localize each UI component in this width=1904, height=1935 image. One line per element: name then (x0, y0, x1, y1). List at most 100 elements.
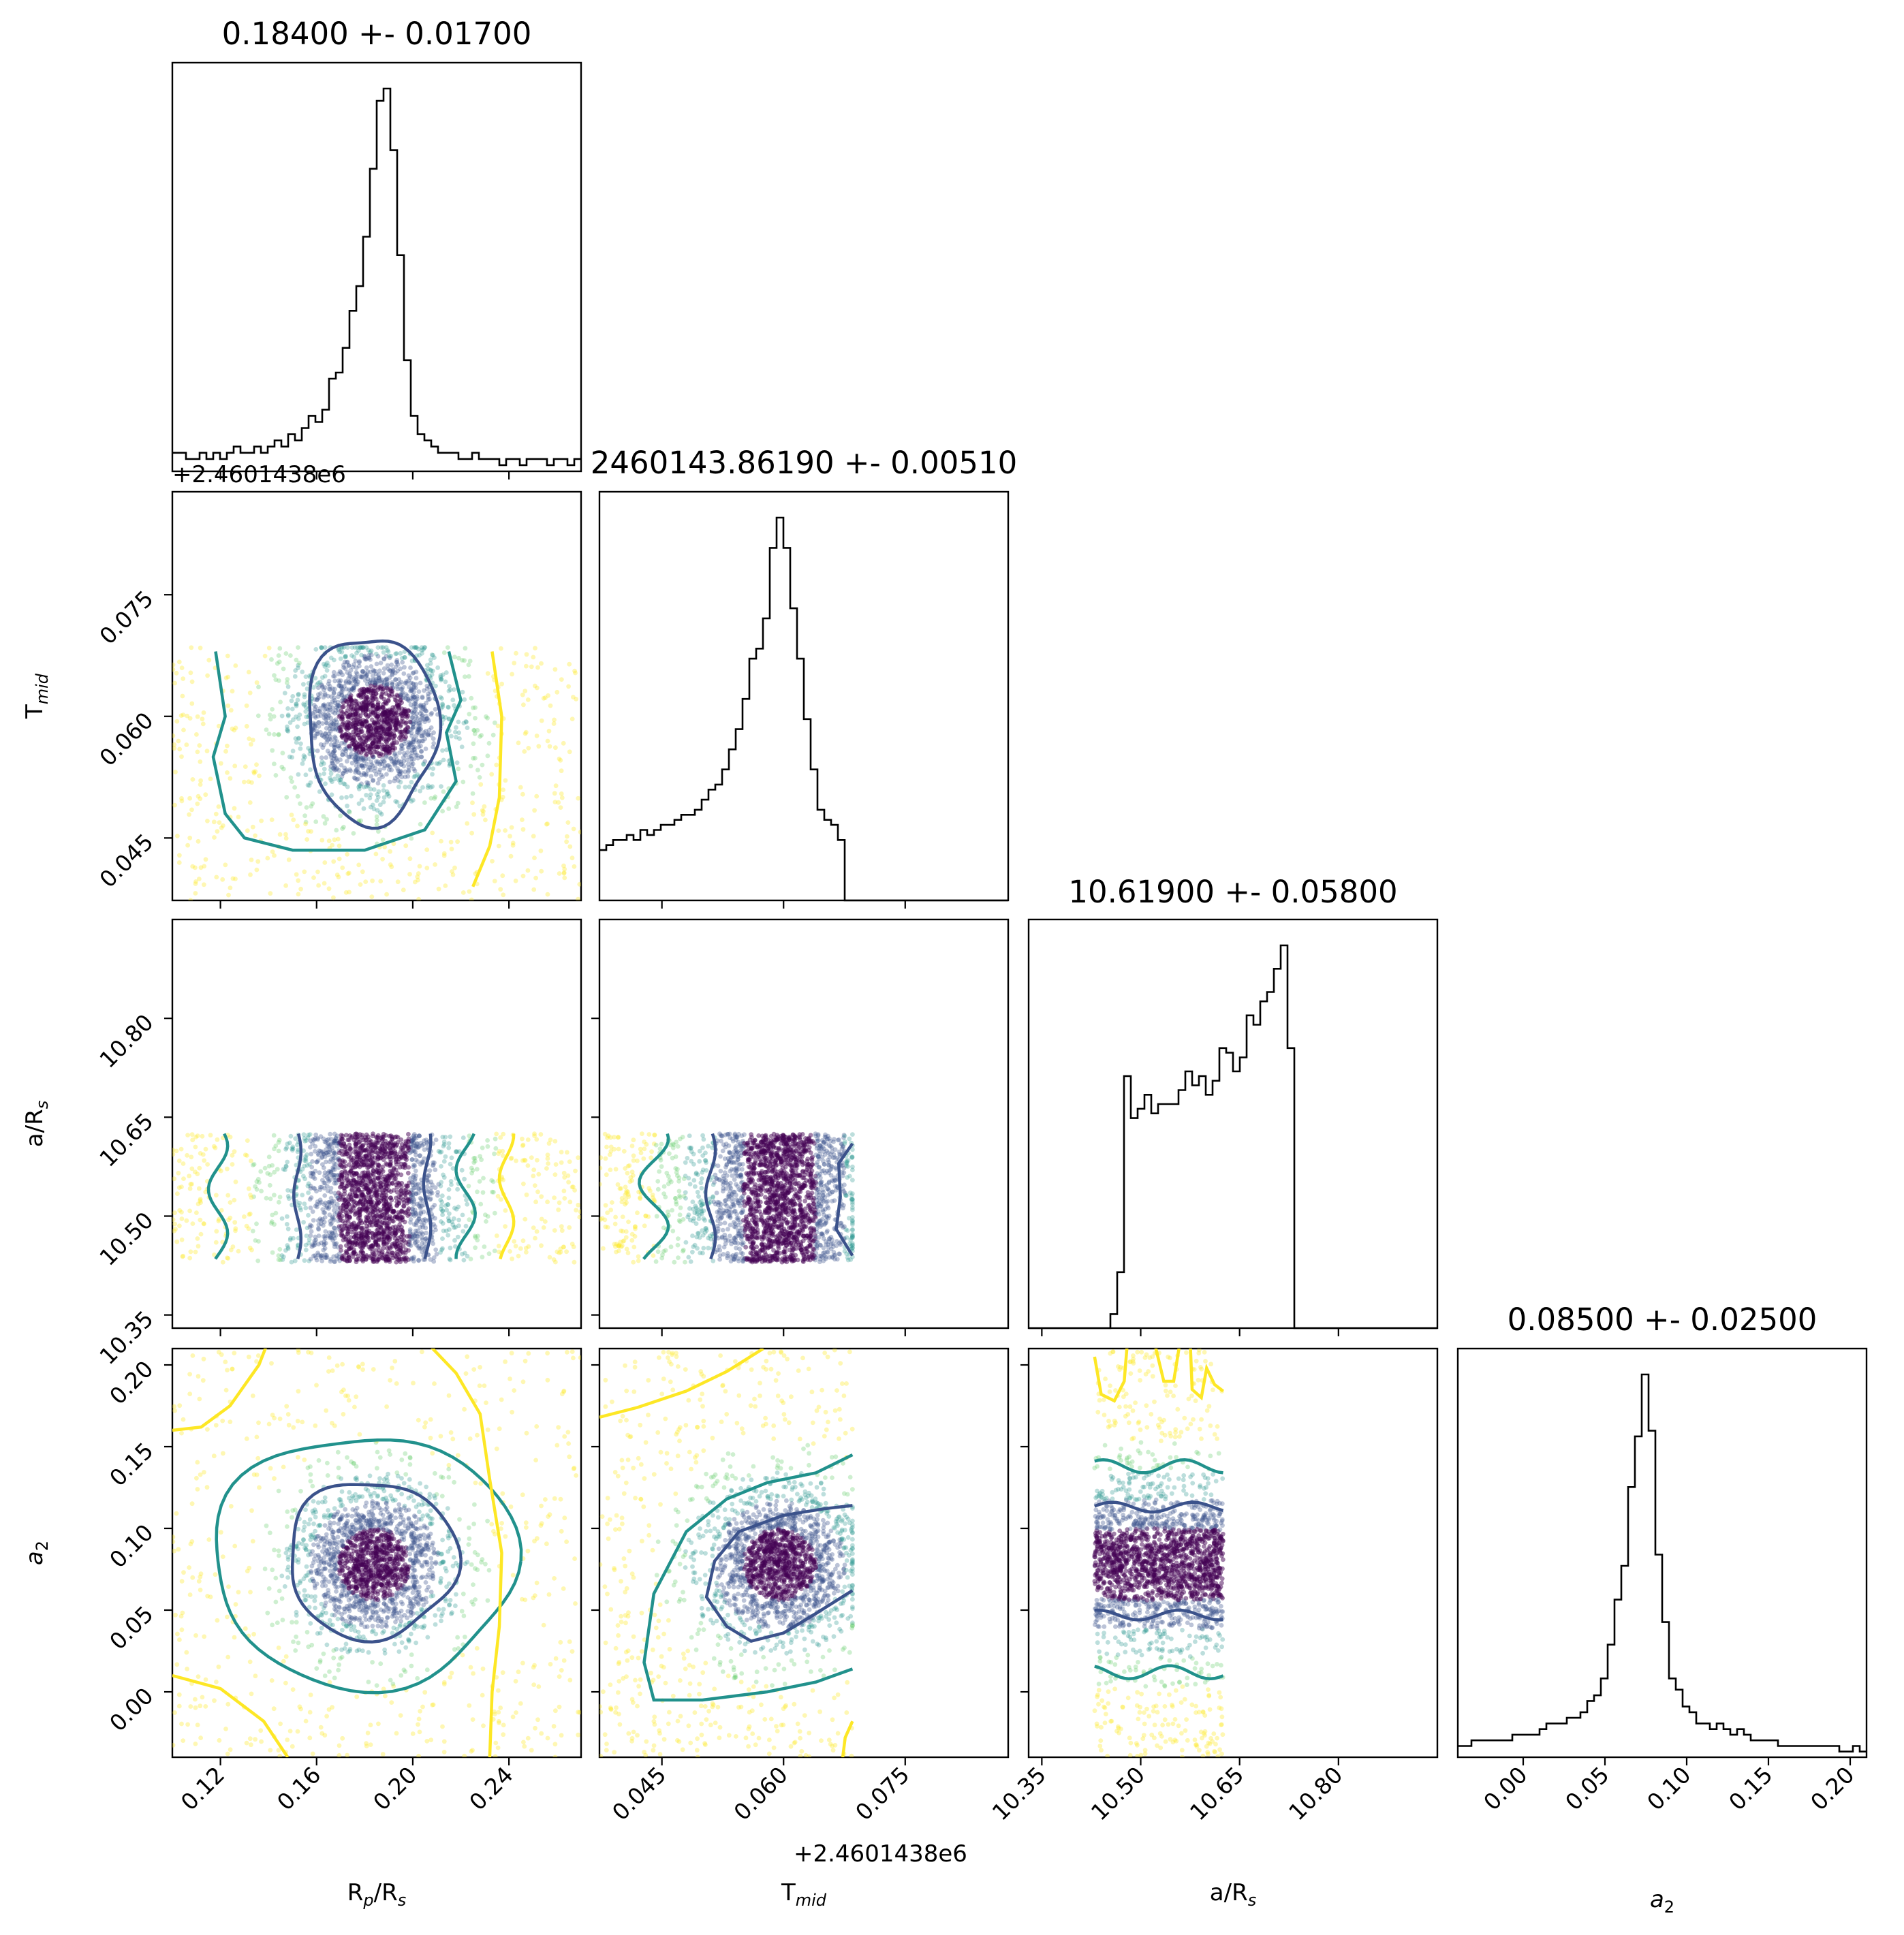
scatter-point (357, 783, 362, 788)
scatter-point (724, 1203, 730, 1208)
scatter-point (303, 705, 309, 710)
scatter-point (411, 1191, 416, 1195)
scatter-point (447, 1218, 452, 1224)
scatter-point (396, 1159, 401, 1165)
scatter-point (403, 707, 407, 712)
scatter-point (473, 755, 478, 761)
scatter-point (822, 1170, 828, 1176)
scatter-point (843, 1191, 847, 1196)
scatter-point (251, 770, 257, 776)
scatter-point (293, 1136, 298, 1141)
scatter-point (332, 697, 337, 703)
scatter-point (388, 849, 392, 854)
scatter-point (360, 758, 365, 763)
scatter-point (820, 1168, 824, 1174)
scatter-point (326, 731, 332, 736)
scatter-point (736, 1187, 742, 1192)
scatter-point (327, 736, 332, 742)
scatter-point (323, 1241, 328, 1246)
scatter-point (533, 646, 537, 650)
scatter-point (195, 714, 200, 719)
scatter-point (380, 1150, 385, 1155)
scatter-point (419, 749, 424, 754)
scatter-point (567, 1159, 572, 1164)
scatter-point (366, 648, 371, 653)
scatter-point (431, 1162, 436, 1167)
scatter-point (338, 813, 343, 819)
scatter-point (366, 765, 371, 770)
scatter-point (347, 1133, 352, 1138)
scatter-point (184, 742, 189, 747)
scatter-point (545, 738, 550, 744)
scatter-point (316, 1222, 322, 1227)
scatter-point (381, 1196, 386, 1201)
scatter-point (412, 1213, 417, 1218)
scatter-point (435, 1190, 440, 1195)
scatter-point (339, 774, 345, 779)
scatter-point (385, 763, 390, 768)
scatter-point (354, 1231, 359, 1236)
scatter-point (190, 1137, 196, 1143)
scatter-point (552, 1195, 557, 1200)
scatter-point (265, 1171, 270, 1176)
scatter-point (337, 1184, 343, 1190)
scatter-point (325, 738, 330, 742)
scatter-point (313, 1132, 319, 1137)
scatter-point (420, 1143, 425, 1148)
scatter-point (390, 671, 395, 676)
scatter-point (344, 769, 349, 774)
scatter-point (686, 1176, 691, 1181)
scatter-point (531, 887, 537, 892)
scatter-point (730, 1173, 735, 1178)
scatter-point (646, 1214, 651, 1219)
scatter-point (230, 876, 236, 881)
scatter-ars-vs-tmid (599, 1131, 855, 1265)
scatter-point (292, 1258, 298, 1263)
scatter-point (247, 1245, 253, 1250)
scatter-point (373, 1221, 379, 1226)
scatter-point (322, 881, 327, 886)
scatter-point (406, 729, 411, 735)
scatter-point (301, 682, 306, 687)
scatter-point (414, 729, 420, 735)
scatter-point (319, 1199, 324, 1205)
scatter-point (467, 1217, 472, 1223)
scatter-point (346, 755, 352, 760)
scatter-point (397, 1165, 403, 1170)
scatter-point (384, 676, 389, 681)
scatter-point (317, 789, 322, 794)
scatter-point (841, 1133, 847, 1137)
scatter-point (490, 859, 495, 864)
scatter-point (422, 759, 428, 764)
scatter-point (254, 1221, 259, 1227)
scatter-point (734, 1168, 739, 1174)
scatter-point (334, 1178, 339, 1183)
scatter-point (522, 731, 528, 736)
scatter-point (351, 686, 356, 691)
scatter-point (421, 732, 426, 738)
scatter-point (313, 1136, 317, 1142)
scatter-point (359, 645, 364, 650)
scatter-point (393, 1224, 398, 1229)
scatter-point (565, 1173, 571, 1178)
scatter-point (198, 778, 203, 783)
scatter-point (446, 1145, 452, 1150)
scatter-point (330, 1231, 335, 1236)
scatter-point (424, 1140, 430, 1145)
scatter-point (303, 1206, 309, 1210)
scatter-point (395, 662, 401, 667)
scatter-point (495, 1193, 501, 1199)
scatter-point (332, 710, 337, 716)
scatter-point (465, 1253, 470, 1259)
scatter-point (452, 1206, 457, 1211)
scatter-point (193, 879, 198, 884)
scatter-point (411, 1173, 416, 1178)
scatter-point (394, 753, 399, 759)
scatter-point (360, 755, 365, 761)
scatter-point (346, 680, 352, 685)
scatter-point (344, 1184, 349, 1189)
scatter-point (396, 768, 401, 774)
scatter-point (372, 749, 377, 755)
scatter-point (343, 737, 349, 742)
scatter-point (324, 1147, 329, 1152)
